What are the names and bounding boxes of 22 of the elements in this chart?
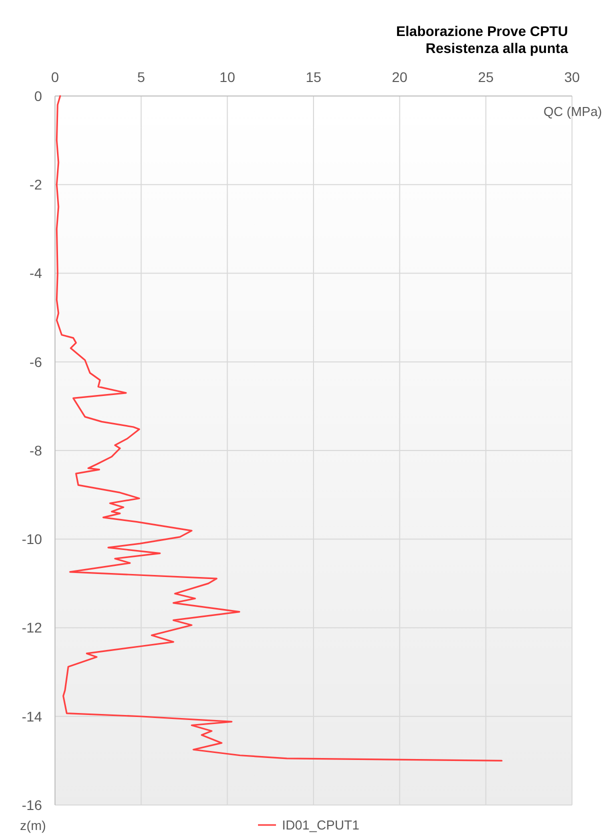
x-tick-label: 20 — [392, 69, 408, 85]
chart-title: Elaborazione Prove CPTU — [396, 23, 568, 39]
x-tick-label: 25 — [478, 69, 494, 85]
y-tick-label: -10 — [22, 531, 42, 548]
y-tick-label: 0 — [34, 88, 42, 104]
x-tick-label: 15 — [306, 69, 322, 85]
y-tick-label: -6 — [30, 354, 42, 370]
line-series — [56, 95, 502, 762]
y-tick-label: -4 — [30, 265, 42, 282]
legend-label: ID01_CPUT1 — [282, 818, 360, 833]
x-tick-label: 0 — [51, 69, 60, 85]
y-tick-label: -14 — [22, 708, 42, 724]
x-tick-label: 30 — [564, 69, 580, 85]
y-tick-label: -2 — [30, 176, 42, 193]
y-tick-label: -8 — [30, 442, 42, 458]
x-tick-label: 10 — [220, 69, 236, 85]
chart-subtitle: Resistenza alla punta — [426, 40, 568, 56]
x-axis-title: QC (MPa) — [544, 104, 602, 119]
y-axis-title: z(m) — [20, 818, 46, 833]
y-tick-label: -16 — [22, 796, 42, 813]
x-tick-label: 5 — [137, 69, 146, 85]
y-tick-label: -12 — [22, 620, 42, 636]
